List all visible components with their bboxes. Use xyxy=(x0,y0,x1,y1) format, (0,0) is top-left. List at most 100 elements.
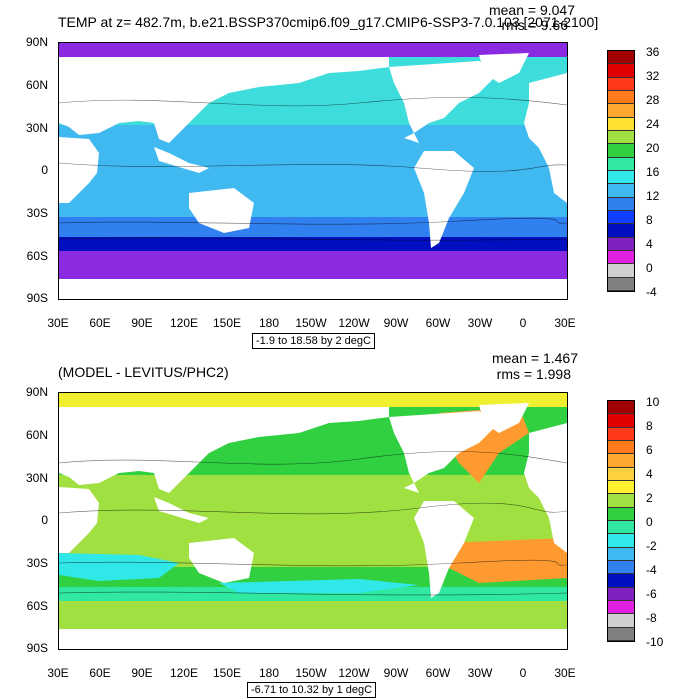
africa-land xyxy=(59,487,99,553)
greenland-land xyxy=(479,53,529,83)
colorbar-swatch xyxy=(608,587,634,601)
colorbar-label: 4 xyxy=(646,237,653,251)
colorbar-label: -2 xyxy=(646,539,657,553)
lat-label-90s: 90S xyxy=(26,641,48,655)
lon-label: 30E xyxy=(554,666,576,680)
colorbar-swatch xyxy=(608,277,634,291)
colorbar-label: 16 xyxy=(646,165,660,179)
colorbar-swatch xyxy=(608,534,634,548)
colorbar-swatch xyxy=(608,157,634,171)
colorbar-swatch xyxy=(608,90,634,105)
colorbar-swatch xyxy=(608,197,634,211)
colorbar-swatch xyxy=(608,480,634,495)
colorbar-label: 24 xyxy=(646,117,660,131)
colorbar-label: 4 xyxy=(646,467,653,481)
lon-label: 60E xyxy=(89,666,111,680)
lat-label-60s: 60S xyxy=(26,599,48,613)
temperature-map xyxy=(58,42,568,300)
mean-value: mean = 9.047 xyxy=(488,2,575,18)
colorbar-label: 12 xyxy=(646,189,660,203)
colorbar-swatch xyxy=(608,414,634,428)
colorbar-swatch xyxy=(608,494,634,508)
colorbar-label: 36 xyxy=(646,45,660,59)
colorbar-swatch xyxy=(608,614,634,628)
colorbar-swatch xyxy=(608,427,634,441)
antarctic-band xyxy=(59,601,567,629)
colorbar-label: 0 xyxy=(646,261,653,275)
colorbar-swatch xyxy=(608,440,634,455)
colorbar-label: 0 xyxy=(646,515,653,529)
contour-lines xyxy=(59,97,567,241)
colorbar-swatch xyxy=(608,401,634,415)
colorbar-swatch xyxy=(608,627,634,641)
lon-label: 30W xyxy=(467,666,493,680)
colorbar-swatch xyxy=(608,224,634,238)
lon-label: 150E xyxy=(212,316,242,330)
lat-label-90n: 90N xyxy=(25,385,48,399)
indonesia-land xyxy=(154,497,209,523)
colorbar xyxy=(607,50,635,292)
europe-africa-right xyxy=(524,73,567,203)
colorbar-label: 8 xyxy=(646,213,653,227)
lon-label: 150W xyxy=(295,666,327,680)
colorbar-label: 6 xyxy=(646,443,653,457)
australia-land xyxy=(189,538,254,583)
lon-label: 90W xyxy=(383,316,409,330)
colorbar-label: -4 xyxy=(646,285,657,299)
south-band xyxy=(59,217,567,237)
colorbar-swatch xyxy=(608,600,634,615)
colorbar-label: -4 xyxy=(646,563,657,577)
colorbar-swatch xyxy=(608,51,634,65)
lon-label: 120E xyxy=(169,666,199,680)
lon-label: 90E xyxy=(131,316,153,330)
colorbar-label: -8 xyxy=(646,611,657,625)
lon-label: 60W xyxy=(425,666,451,680)
lon-label: 0 xyxy=(519,666,527,680)
lon-label: 180 xyxy=(258,316,280,330)
contour-range-label: -1.9 to 18.58 by 2 degC xyxy=(252,333,375,349)
north-america-land xyxy=(389,411,499,493)
colorbar-swatch xyxy=(608,520,634,535)
top-panel: TEMP at z= 482.7m, b.e21.BSSP370cmip6.f0… xyxy=(25,2,660,349)
colorbar-swatch xyxy=(608,77,634,91)
lat-label-60n: 60N xyxy=(25,428,48,442)
lon-label: 0 xyxy=(519,316,527,330)
lat-label-60s: 60S xyxy=(26,249,48,263)
colorbar-swatch xyxy=(608,507,634,521)
lat-label-0: 0 xyxy=(41,163,48,177)
contour-lines xyxy=(59,451,567,596)
colorbar-swatch xyxy=(608,144,634,158)
south-america-land xyxy=(414,501,474,598)
anomaly-map xyxy=(58,392,568,650)
colorbar-swatch xyxy=(608,467,634,481)
lon-label: 30W xyxy=(467,316,493,330)
colorbar-label: 10 xyxy=(646,395,660,409)
rms-value: rms = 1.998 xyxy=(496,366,571,382)
colorbar-swatch xyxy=(608,210,634,225)
lat-label-30n: 30N xyxy=(25,471,48,485)
lon-label: 180 xyxy=(258,666,280,680)
colorbar-swatch xyxy=(608,454,634,468)
lat-label-30s: 30S xyxy=(26,556,48,570)
colorbar-swatch xyxy=(608,170,634,185)
arctic-band xyxy=(59,43,567,57)
colorbar-label: 8 xyxy=(646,419,653,433)
lon-label: 60E xyxy=(89,316,111,330)
mean-value: mean = 1.467 xyxy=(491,350,578,366)
colorbar-swatch xyxy=(608,64,634,78)
lat-label-90n: 90N xyxy=(25,35,48,49)
lon-label: 30E xyxy=(47,666,69,680)
colorbar-label: 32 xyxy=(646,69,660,83)
lon-label: 30E xyxy=(554,316,576,330)
colorbar-swatch xyxy=(608,250,634,265)
landmasses xyxy=(59,403,567,649)
lon-label: 120W xyxy=(338,316,370,330)
colorbar-swatch xyxy=(608,237,634,251)
lat-label-0: 0 xyxy=(41,513,48,527)
colorbar xyxy=(607,400,635,642)
lon-label: 30E xyxy=(47,316,69,330)
lat-label-90s: 90S xyxy=(26,291,48,305)
lon-label: 120E xyxy=(169,316,199,330)
colorbar-swatch xyxy=(608,547,634,561)
colorbar-label: 20 xyxy=(646,141,660,155)
